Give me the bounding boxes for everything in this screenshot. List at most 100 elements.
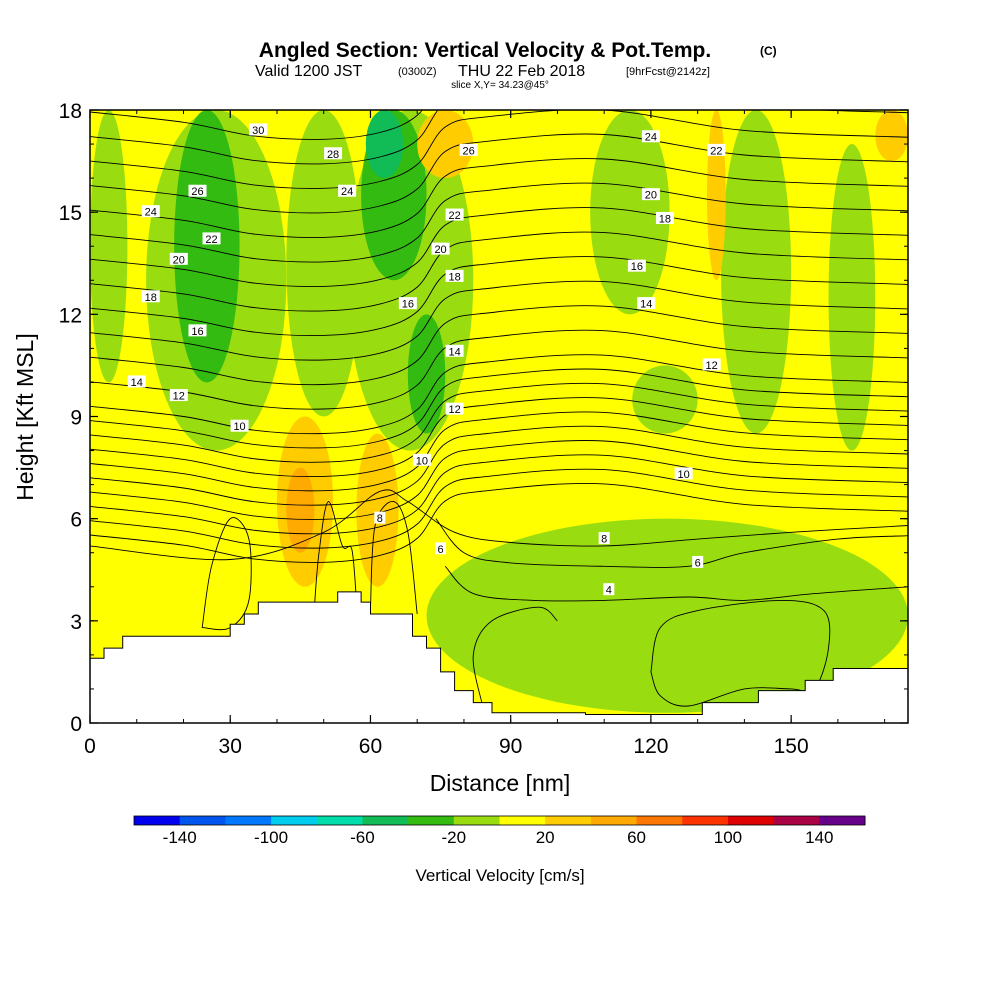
svg-text:16: 16 — [631, 261, 643, 273]
y-tick-label: 3 — [70, 611, 82, 634]
contour-label-layer: 3028262624242422222220202018181816161614… — [127, 123, 726, 597]
svg-text:10: 10 — [233, 421, 245, 433]
valid-date: THU 22 Feb 2018 — [458, 63, 585, 80]
contour-label: 10 — [230, 419, 249, 433]
theta-contour-line — [90, 425, 908, 506]
svg-text:4: 4 — [606, 585, 612, 597]
contour-label: 22 — [445, 208, 464, 222]
velocity-region — [590, 110, 670, 315]
slice-info: slice X,Y= 34.23@45° — [451, 80, 549, 91]
contour-label: 8 — [374, 511, 386, 525]
x-tick-label: 120 — [633, 735, 668, 758]
theta-contour-line — [90, 483, 908, 563]
colorbar-swatch — [499, 816, 546, 825]
svg-text:30: 30 — [252, 125, 264, 137]
colorbar-swatch — [362, 816, 409, 825]
theta-contour-line — [90, 305, 908, 386]
colorbar-tick-label: -100 — [254, 828, 288, 847]
colorbar-swatch — [545, 816, 592, 825]
theta-contour-line — [90, 158, 908, 238]
contour-label: 26 — [459, 143, 478, 157]
contour-label: 16 — [398, 297, 417, 311]
contour-label: 14 — [127, 375, 146, 389]
theta-contour-line — [90, 133, 908, 214]
svg-text:20: 20 — [645, 190, 657, 202]
theta-contour-line — [90, 110, 423, 140]
theta-contour-line — [90, 489, 908, 561]
colorbar-swatch — [134, 816, 181, 825]
colorbar-swatch — [225, 816, 272, 825]
terrain-profile — [90, 591, 908, 723]
velocity-region — [174, 110, 240, 383]
svg-text:26: 26 — [462, 145, 474, 157]
contour-label: 16 — [627, 259, 646, 273]
theta-contour-line — [650, 599, 831, 707]
chart-title-unit: (C) — [760, 44, 777, 58]
svg-text:18: 18 — [145, 292, 157, 304]
theta-contour-line — [90, 368, 908, 449]
contour-label: 18 — [655, 211, 674, 225]
colorbar-tick-label: -140 — [163, 828, 197, 847]
theta-contour-line — [90, 468, 908, 549]
svg-text:6: 6 — [438, 544, 444, 556]
theta-contour-line — [90, 329, 908, 410]
svg-text:18: 18 — [659, 213, 671, 225]
svg-text:14: 14 — [131, 377, 143, 389]
contour-label: 30 — [249, 123, 268, 137]
contour-label: 12 — [445, 402, 464, 416]
svg-text:24: 24 — [645, 132, 657, 144]
colorbar-tick-label: 60 — [627, 828, 646, 847]
svg-text:16: 16 — [191, 326, 203, 338]
theta-contour-line — [90, 440, 908, 520]
colorbar-swatch — [773, 816, 820, 825]
theta-contour-line — [90, 397, 908, 477]
theta-contour-line — [90, 256, 908, 336]
colorbar-swatch — [179, 816, 226, 825]
x-tick-label: 30 — [219, 735, 242, 758]
svg-text:10: 10 — [416, 455, 428, 467]
x-tick-label: 150 — [774, 735, 809, 758]
contour-label: 8 — [598, 532, 610, 546]
colorbar-swatch — [819, 816, 866, 825]
contour-label: 24 — [141, 205, 160, 219]
colorbar-label: Vertical Velocity [cm/s] — [415, 866, 584, 885]
contour-label: 20 — [431, 242, 450, 256]
svg-text:14: 14 — [448, 346, 460, 358]
theta-contour-line — [90, 231, 908, 312]
velocity-region — [356, 433, 399, 587]
svg-text:22: 22 — [205, 234, 217, 246]
forecast-info: [9hrFcst@2142z] — [626, 66, 710, 78]
x-tick-label: 0 — [84, 735, 96, 758]
valid-time-utc: (0300Z) — [398, 66, 437, 78]
colorbar-swatch — [727, 816, 775, 825]
velocity-region — [707, 110, 726, 281]
colorbar-swatch — [590, 816, 638, 825]
theta-contour-line — [370, 501, 418, 615]
theta-contour-line — [313, 501, 357, 608]
theta-contour-line — [90, 411, 908, 492]
theta-contour-layer — [90, 110, 908, 707]
svg-text:20: 20 — [434, 244, 446, 256]
y-tick-label: 18 — [59, 100, 82, 123]
svg-text:14: 14 — [640, 299, 652, 311]
svg-text:8: 8 — [601, 534, 607, 546]
y-tick-label: 15 — [59, 202, 82, 225]
colorbar-tick-label: 100 — [714, 828, 742, 847]
contour-label: 20 — [169, 252, 188, 266]
contour-label: 28 — [324, 147, 343, 161]
theta-contour-line — [90, 382, 908, 463]
velocity-region — [632, 365, 698, 434]
y-axis-label: Height [Kft MSL] — [12, 333, 38, 500]
svg-text:12: 12 — [448, 404, 460, 416]
contour-label: 26 — [188, 184, 207, 198]
y-tick-label: 6 — [70, 509, 82, 532]
colorbar-tick-label: -20 — [442, 828, 467, 847]
theta-contour-line — [90, 182, 908, 263]
contour-label: 14 — [637, 297, 656, 311]
velocity-region — [90, 110, 128, 383]
colorbar-swatch — [636, 816, 683, 825]
velocity-region — [417, 110, 474, 179]
y-tick-label: 0 — [70, 713, 82, 736]
theta-contour-line — [90, 110, 908, 189]
colorbar: -140 -100 -60 -20 20 60 100 140 — [133, 815, 866, 847]
